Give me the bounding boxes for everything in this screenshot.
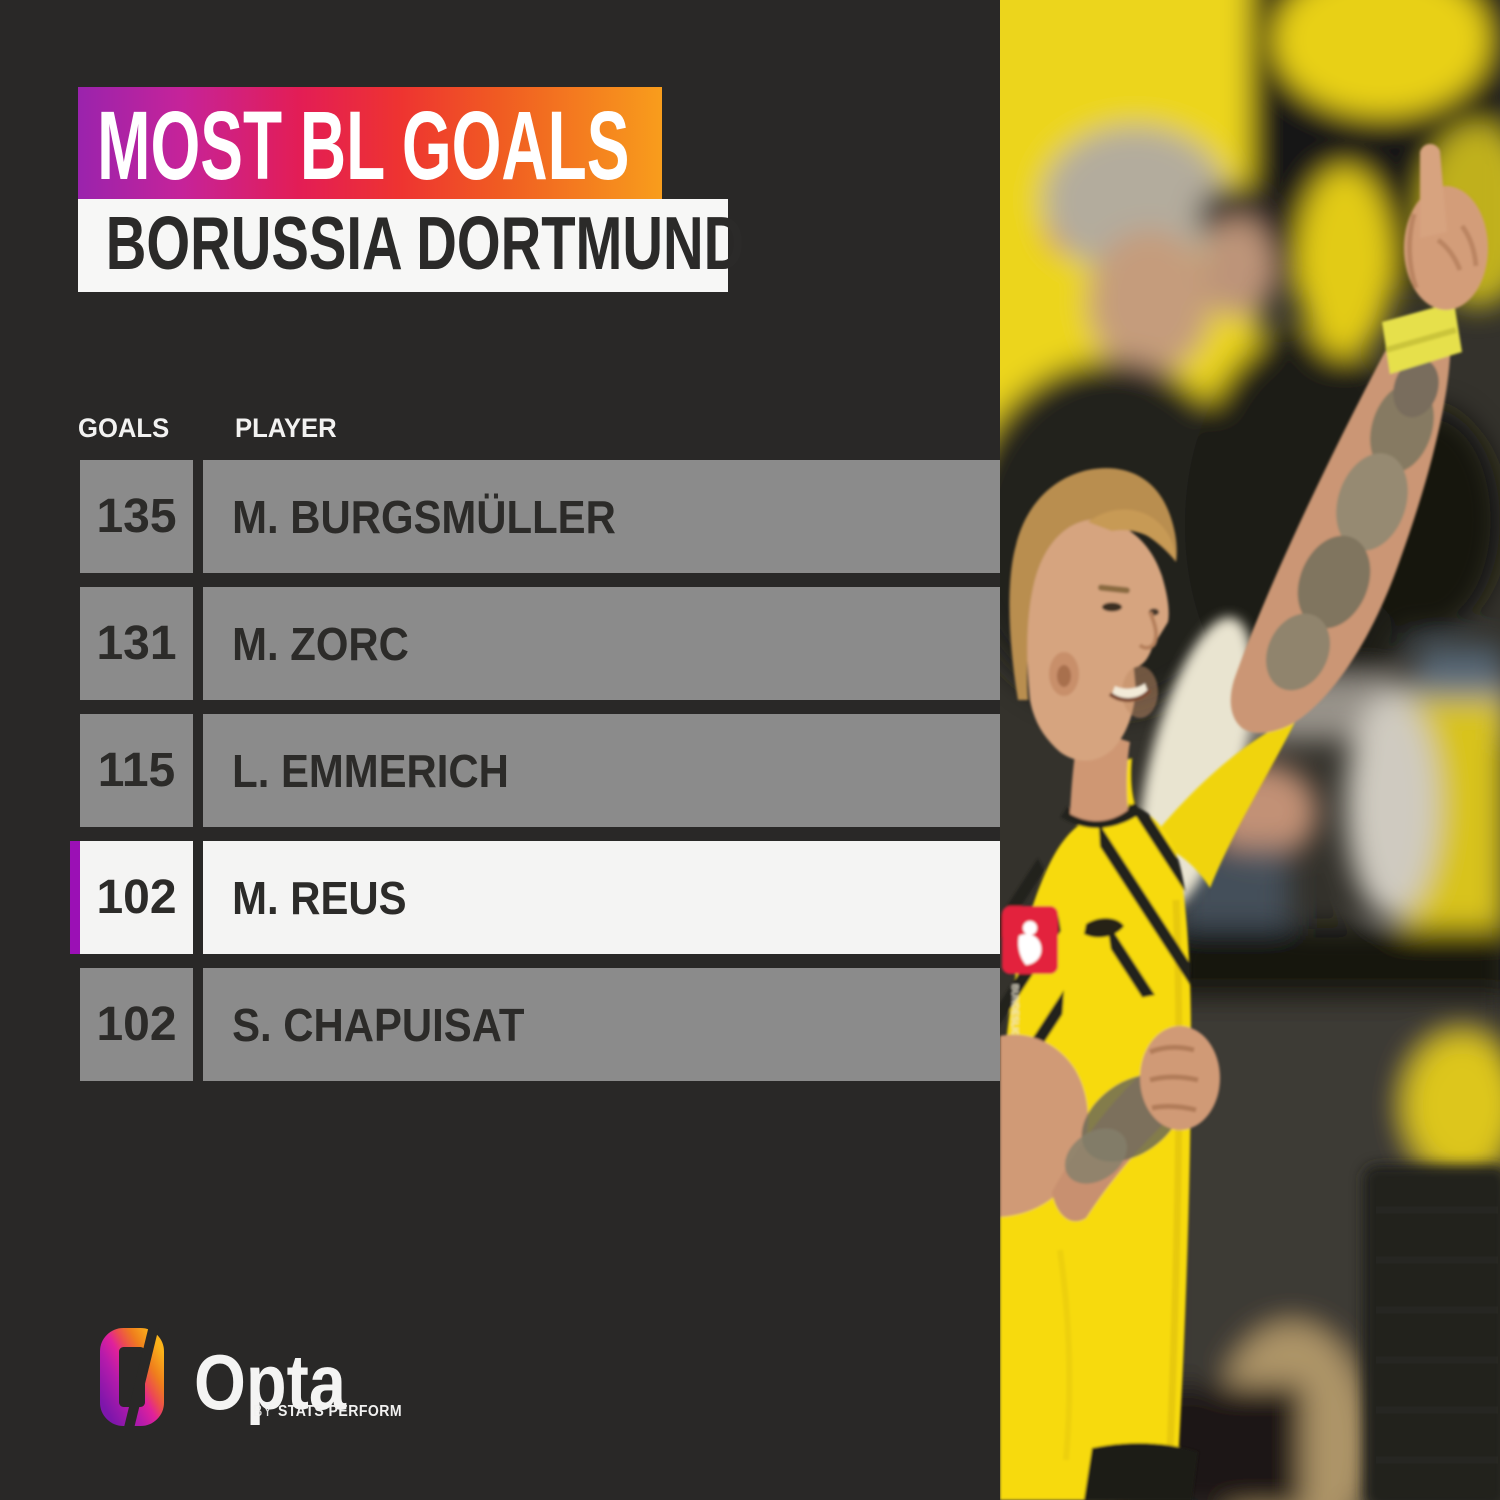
highlight-accent-bar	[70, 841, 80, 954]
table-row: 102 S. CHAPUISAT	[80, 968, 1000, 1081]
subtitle-banner: BORUSSIA DORTMUND	[78, 199, 744, 292]
player-name: M. REUS	[232, 871, 407, 924]
goals-value: 135	[96, 489, 177, 543]
table-row: 131 M. ZORC	[80, 587, 1000, 700]
player-name: M. BURGSMÜLLER	[232, 490, 616, 543]
opta-logo-icon	[100, 1320, 164, 1434]
opta-wordmark: Opta	[194, 1338, 346, 1426]
column-header-goals: GOALS	[78, 413, 170, 443]
table-row: 135 M. BURGSMÜLLER	[80, 460, 1000, 573]
goals-value: 102	[96, 997, 177, 1051]
opta-tagline-stats: STATS PERFORM	[277, 1403, 403, 1420]
player-name: L. EMMERICH	[232, 744, 509, 797]
table-row: 115 L. EMMERICH	[80, 714, 1000, 827]
page-title: MOST BL GOALS	[97, 90, 630, 200]
goals-value: 102	[96, 870, 177, 924]
column-header-player: PLAYER	[235, 413, 337, 443]
goals-value: 115	[97, 743, 176, 797]
goals-value: 131	[96, 616, 177, 670]
jersey-patch-label: BUNDESLIGA	[1010, 984, 1020, 1044]
title-banner: MOST BL GOALS	[78, 87, 662, 199]
player-name: M. ZORC	[232, 617, 409, 670]
table-row-highlighted: 102 M. REUS	[70, 841, 1000, 954]
opta-tagline: BY STATS PERFORM	[253, 1404, 402, 1420]
player-name: S. CHAPUISAT	[232, 998, 525, 1051]
opta-tagline-by: BY	[253, 1403, 273, 1420]
player-photo: BUNDESLIGA	[1000, 0, 1500, 1500]
page-subtitle: BORUSSIA DORTMUND	[105, 201, 745, 285]
